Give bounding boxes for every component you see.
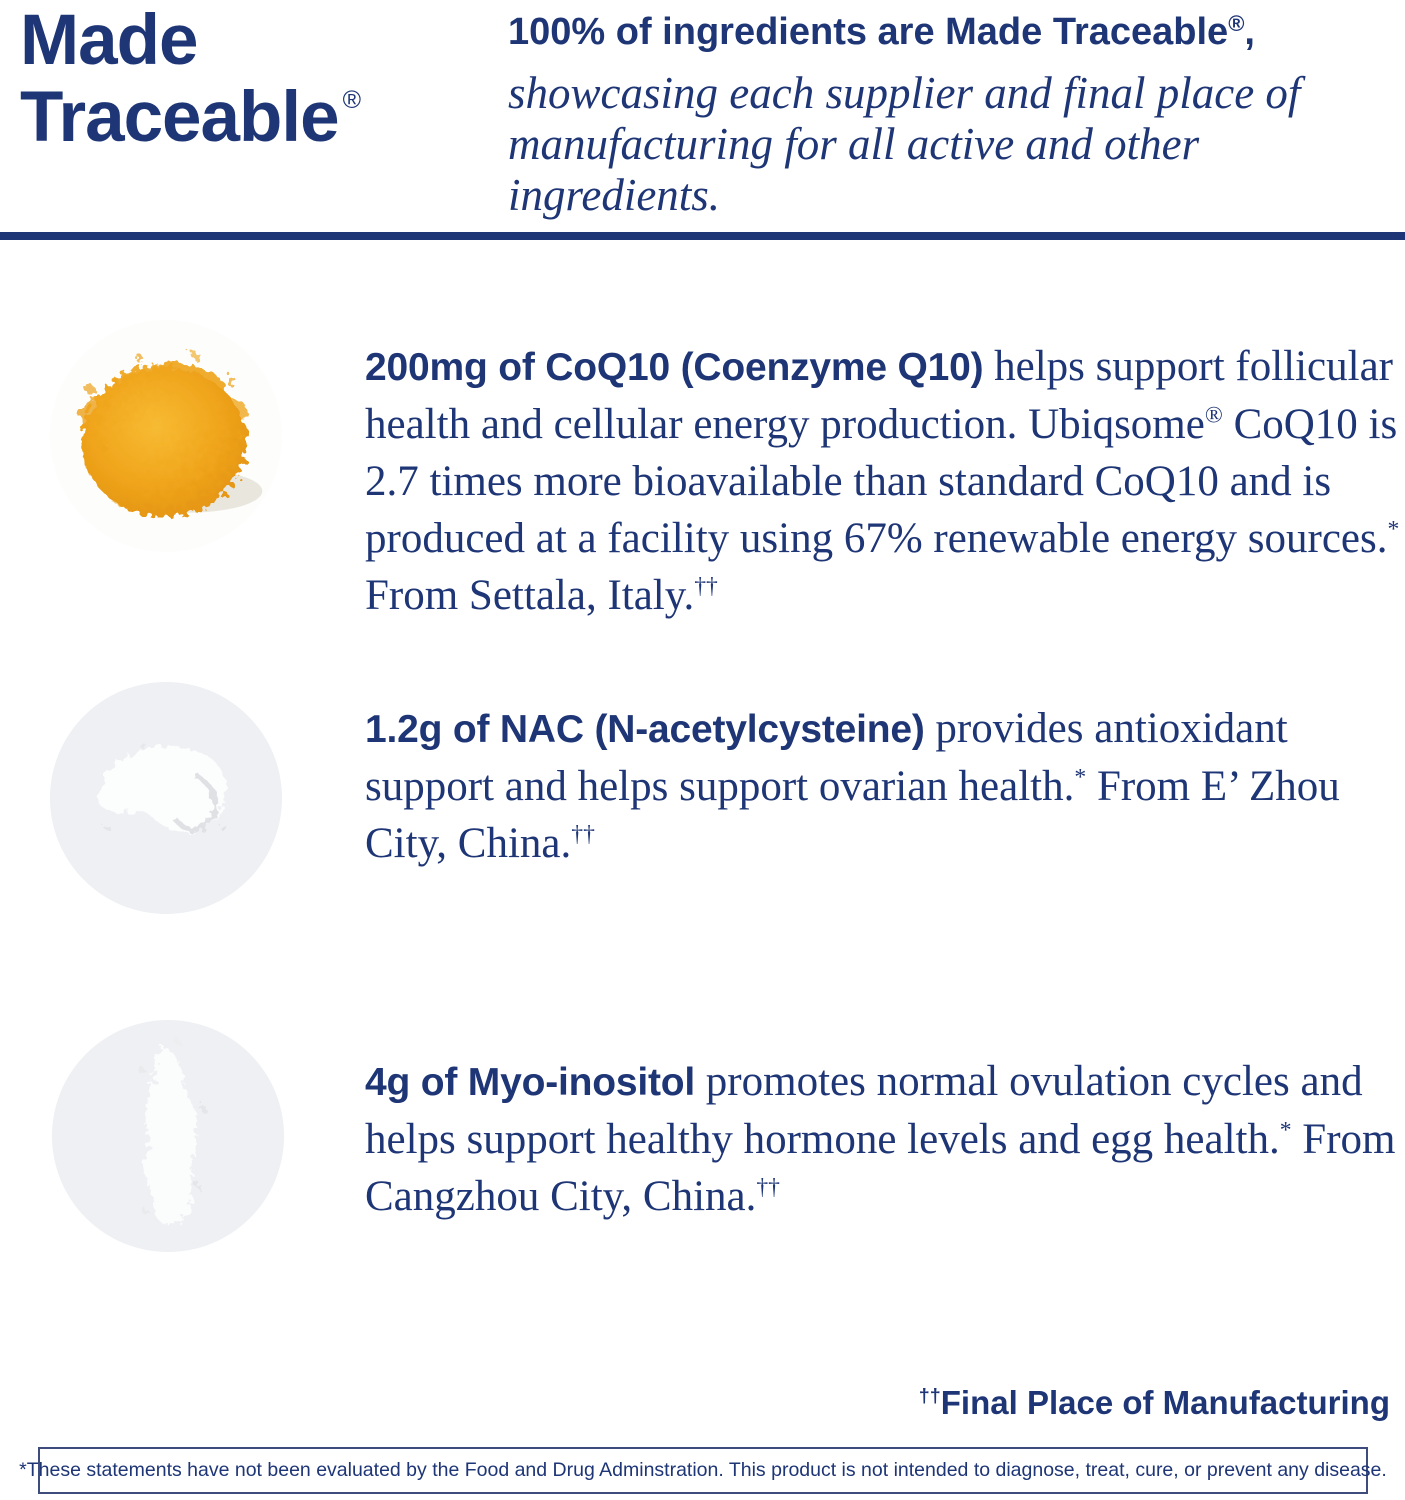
brand-title: Made Traceable ® (20, 1, 361, 172)
body-text: helps support follicular health and cell… (365, 343, 1393, 448)
double-dagger-marks: †† (918, 1385, 941, 1407)
tagline-italic-text: showcasing each supplier and final place… (508, 68, 1301, 220)
tagline-bold-text: 100% of ingredients are Made Traceable (508, 11, 1229, 53)
ingredient-description-nac: 1.2g of NAC (N-acetylcysteine) provides … (365, 700, 1400, 872)
tagline-comma: , (1244, 11, 1255, 53)
ingredient-heading: 4g of Myo-inositol (365, 1061, 696, 1104)
superscript: †† (694, 573, 718, 600)
nac-powder-image (49, 681, 283, 915)
ingredient-description-coq10: 200mg of CoQ10 (Coenzyme Q10) helps supp… (365, 338, 1400, 624)
registered-trademark-icon: ® (1228, 11, 1245, 36)
ingredient-description-myo-inositol: 4g of Myo-inositol promotes normal ovula… (365, 1053, 1400, 1225)
registered-trademark-icon: ® (342, 86, 361, 114)
superscript: * (1074, 764, 1087, 791)
body-text: From Settala, Italy. (365, 572, 695, 619)
coq10-powder-image (49, 319, 283, 553)
myo-inositol-powder-image (51, 1019, 285, 1253)
fda-disclaimer-box: *These statements have not been evaluate… (19, 1447, 1387, 1494)
final-place-label: Final Place of Manufacturing (940, 1384, 1390, 1421)
body-text: provides antioxidant support and helps s… (365, 705, 1288, 810)
brand-title-line2: Traceable (20, 78, 340, 157)
tagline-bold-line: 100% of ingredients are Made Traceable®, (508, 10, 1405, 59)
body-text: From E’ Zhou City, China. (365, 763, 1340, 867)
ingredient-heading: 200mg of CoQ10 (Coenzyme Q10) (365, 346, 984, 389)
header-tagline: 100% of ingredients are Made Traceable®,… (508, 10, 1405, 221)
divider-line (0, 232, 1405, 240)
superscript: †† (571, 821, 595, 848)
superscript: †† (756, 1174, 780, 1201)
body-text: CoQ10 is 2.7 times more bioavailable tha… (365, 401, 1398, 562)
body-text: promotes normal ovulation cycles and hel… (365, 1058, 1363, 1163)
brand-title-line1: Made (20, 1, 198, 80)
final-place-of-manufacturing-note: ††Final Place of Manufacturing (919, 1384, 1390, 1422)
ingredient-heading: 1.2g of NAC (N-acetylcysteine) (365, 708, 925, 751)
superscript: * (1279, 1117, 1292, 1144)
superscript: ® (1204, 402, 1223, 429)
body-text: From Cangzhou City, China. (365, 1116, 1396, 1220)
fda-disclaimer-text: *These statements have not been evaluate… (19, 1459, 1387, 1481)
superscript: * (1387, 516, 1400, 543)
